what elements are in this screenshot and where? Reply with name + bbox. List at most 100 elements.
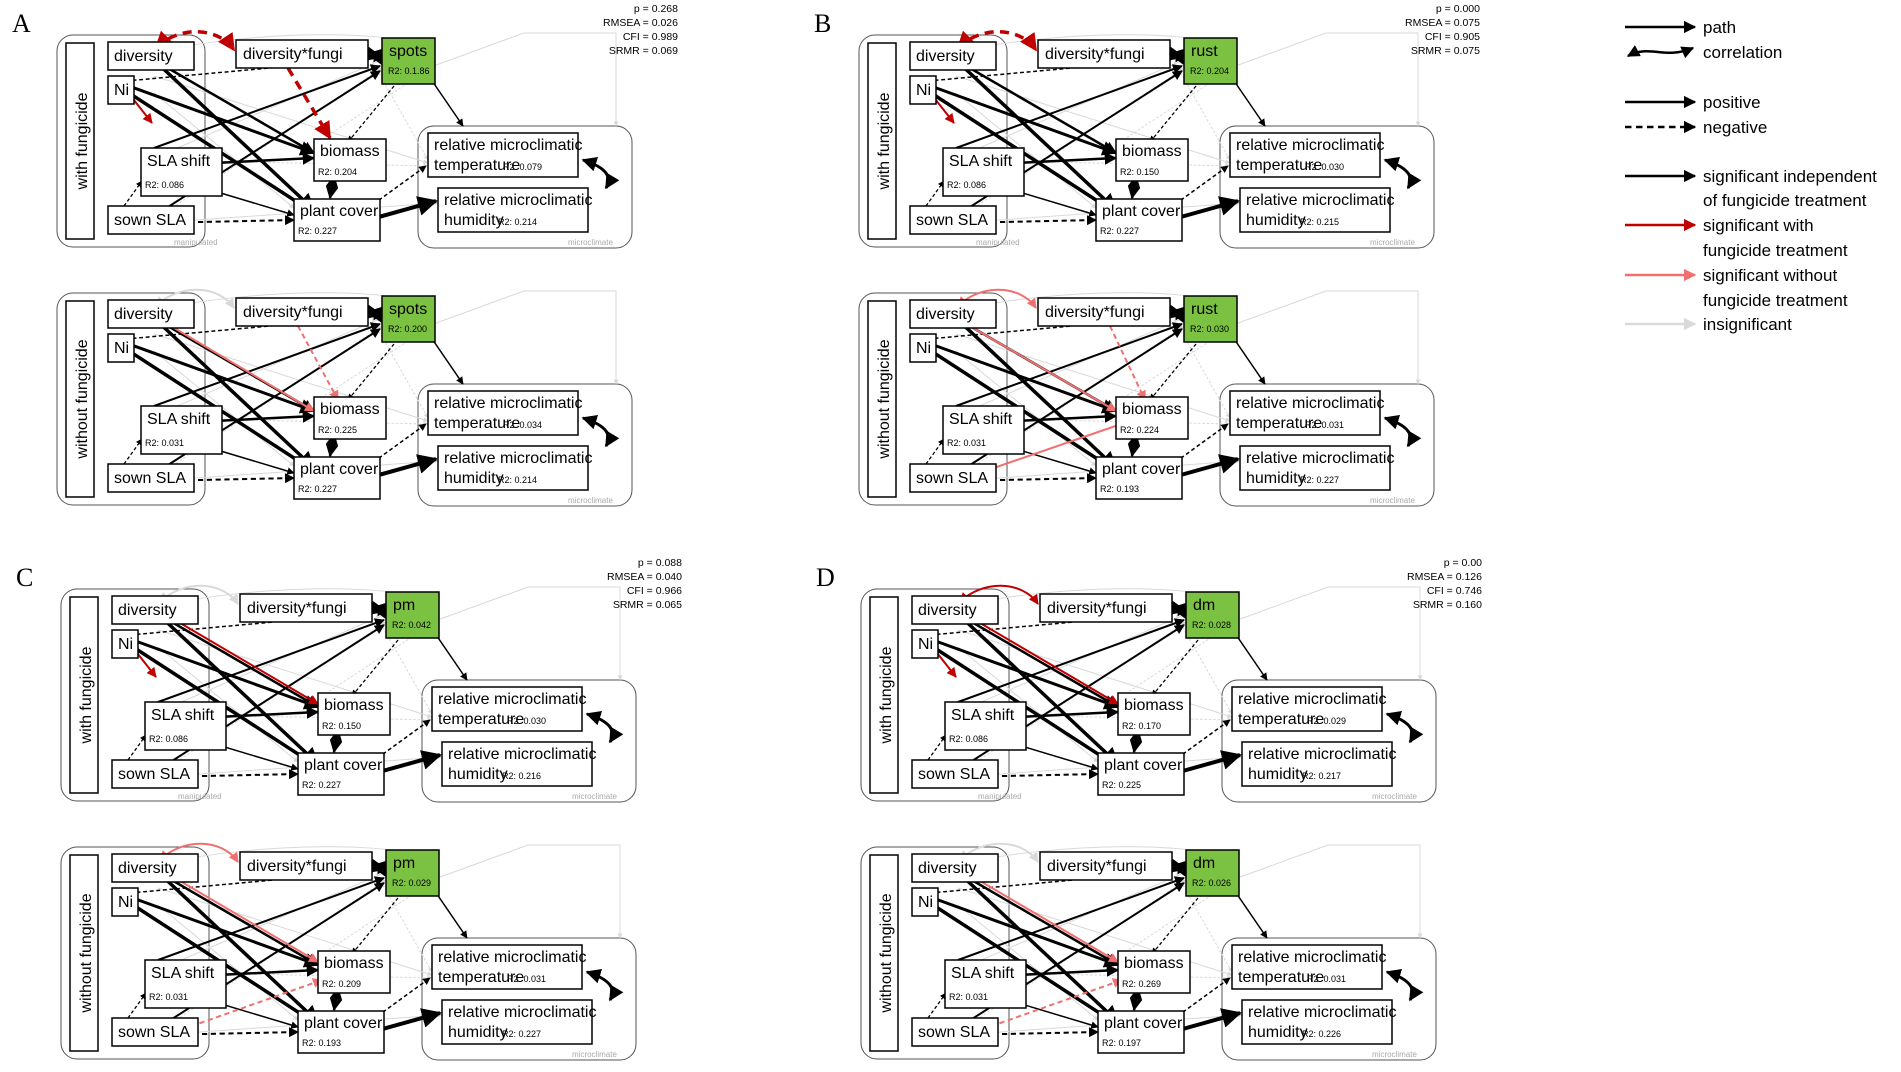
sla-r2: R2: 0.086 [947,180,986,190]
microclimate-label: microclimate [568,238,613,247]
microclimate-group [421,937,637,1061]
corr-interaction-pathogen [367,856,389,878]
path-diversity-cover [954,316,1118,470]
node-diversity: diversity [111,853,199,883]
node-plant-cover-label: plant cover [1104,1015,1183,1032]
node-ni: Ni [911,887,939,917]
microclimate-label: microclimate [1370,238,1415,247]
node-ni: Ni [111,887,139,917]
insignificant-path [371,607,433,715]
node-temperature-label: relative microclimatic [434,137,582,154]
node-plant-cover-label: plant cover [300,203,379,220]
fit-stat: p = 0.00 [1444,557,1482,569]
pathogen-r2: R2: 0.042 [392,620,431,630]
node-plant-cover: plant cover R2: 0.227 [297,752,385,796]
corr-temp-humidity [581,156,620,190]
pathogen-label: spots [389,301,427,318]
node-diversity-label: diversity [918,860,977,877]
node-diversity-label: diversity [118,602,177,619]
insignificant-path [957,904,1099,1021]
legend-negative: negative [1703,118,1767,137]
node-diversity-fungi: diversity*fungi [239,593,373,623]
path-diversity-cover [956,870,1120,1024]
node-sla-shift-label: SLA shift [147,411,211,428]
node-sla-shift-label: SLA shift [949,153,1013,170]
fit-stat: CFI = 0.966 [627,585,682,597]
node-sown-sla-label: sown SLA [118,1024,190,1041]
path-sla-pathogen [955,64,1183,149]
legend-positive: positive [1703,93,1761,112]
without-fungicide-model: microclimate without fungicide diversity Ni… [60,842,637,1061]
cover-r2: R2: 0.227 [1100,226,1139,236]
treatment-label: with fungicide [78,646,95,744]
temp-r2: R2: 0.030 [507,716,546,726]
node-biomass: biomass R2: 0.150 [1115,138,1189,182]
with-fungicide-model: manipulated microclimate with fungicide div… [56,30,633,249]
microclimate-label: microclimate [1370,496,1415,505]
insignificant-path [1231,586,1423,681]
path-sown-cover [957,769,1099,780]
pathogen-label: dm [1193,597,1215,614]
path-sla-pathogen [955,322,1183,407]
node-sla-shift: SLA shift R2: 0.086 [944,701,1027,751]
node-diversity-fungi: diversity*fungi [235,297,369,327]
node-diversity-label: diversity [114,48,173,65]
node-sla-shift-label: SLA shift [951,965,1015,982]
pathogen-label: spots [389,43,427,60]
node-diversity: diversity [107,299,195,329]
microclimate-group [1221,679,1437,803]
path-ni-biomass [125,83,316,156]
treatment-box [867,42,897,240]
fit-stat: CFI = 0.905 [1425,31,1480,43]
insignificant-path [157,613,387,713]
insignificant-path [1169,53,1231,161]
node-sla-shift: SLA shift R2: 0.031 [140,405,223,455]
node-plant-cover-label: plant cover [1104,757,1183,774]
with-fungicide-model: manipulated microclimate with fungicide div… [60,584,637,803]
node-diversity-fungi-label: diversity*fungi [247,600,347,617]
insignificant-path [157,904,299,1021]
pathogen-r2: R2: 0.204 [1190,66,1229,76]
pathogen-label: pm [393,597,415,614]
node-ni: Ni [107,333,135,363]
path-sown-cover [157,1027,299,1038]
path-pathogen-biomass [351,897,399,955]
node-sown-sla-label: sown SLA [114,470,186,487]
path-ni-biomass [129,637,320,710]
hum-label-2: humidity [444,212,504,229]
corr-temp-humidity [1383,156,1422,190]
biomass-r2: R2: 0.170 [1122,721,1161,731]
node-pathogen: pm R2: 0.029 [385,849,440,897]
node-biomass-label: biomass [320,401,380,418]
node-temperature-label: relative microclimatic [438,691,586,708]
insignificant-path [153,317,383,417]
path-sla-pathogen [957,618,1185,703]
insignificant-path [321,894,413,955]
legend-with-1: significant with [1703,216,1814,235]
biomass-r2: R2: 0.224 [1120,425,1159,435]
temp-label-2: temperature [438,711,524,728]
fit-stat: SRMR = 0.160 [1413,599,1482,611]
treatment-box [69,596,99,794]
hum-label-2: humidity [444,470,504,487]
insignificant-path [1171,607,1233,715]
path-pathogen-biomass [1149,343,1197,401]
legend-without-2: fungicide treatment [1703,291,1848,310]
corr-interaction-pathogen [1165,302,1187,324]
path-cover-temp [367,165,427,209]
path-interaction-biomass [286,67,332,140]
node-sla-shift: SLA shift R2: 0.086 [144,701,227,751]
panel-letter: B [814,9,831,38]
fit-stat: RMSEA = 0.126 [1407,571,1482,583]
sla-r2: R2: 0.031 [947,438,986,448]
insignificant-path [1119,340,1211,401]
path-pathogen-biomass [1151,639,1199,697]
path-diversity-cover [956,612,1120,766]
node-diversity-fungi-label: diversity*fungi [247,858,347,875]
path-sla-pathogen [957,876,1185,961]
